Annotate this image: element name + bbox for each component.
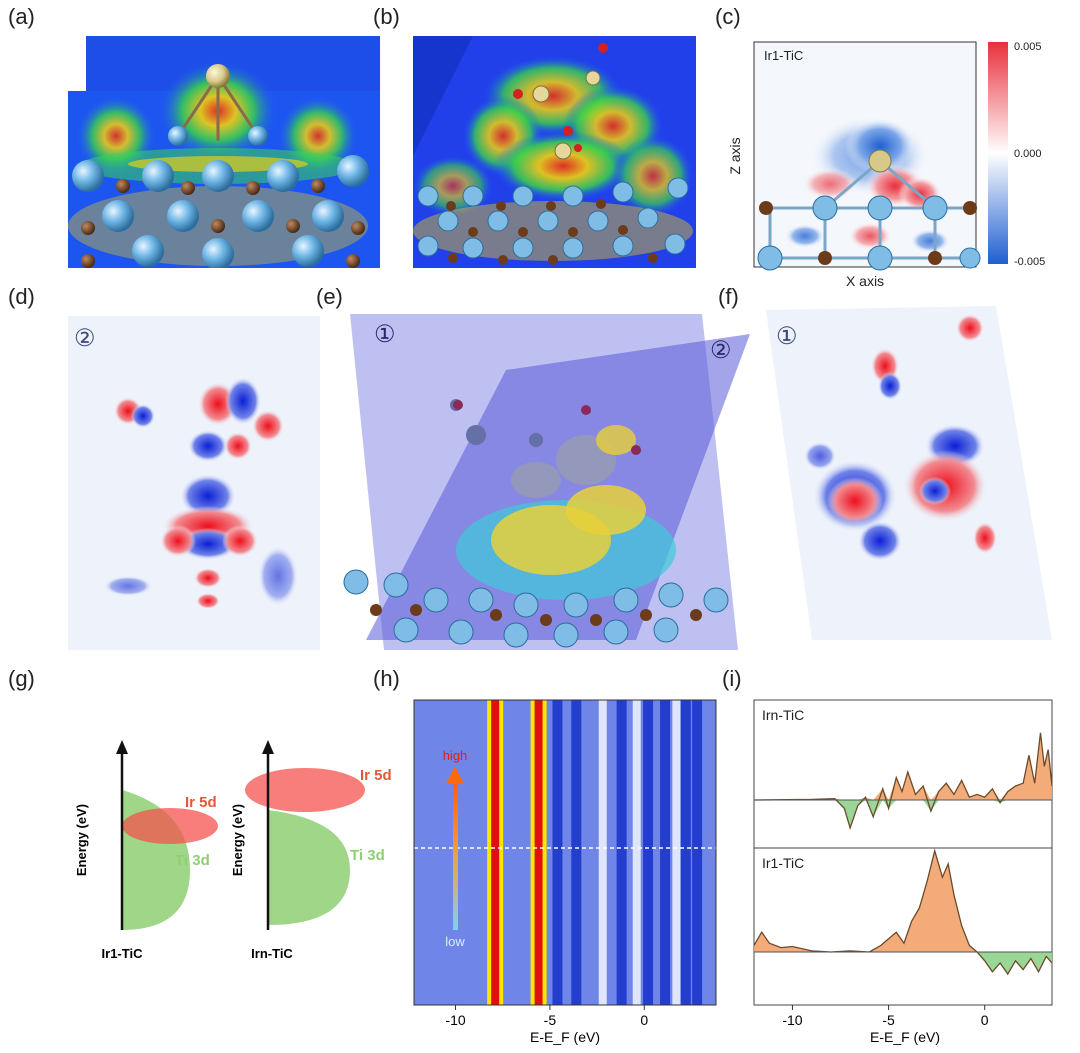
panel-h-dark-band [616, 700, 627, 1005]
panel-h-dark-band [643, 700, 654, 1005]
panel-i-bottom-frame [753, 847, 1053, 1006]
panel-g-right-ti-band [268, 810, 350, 925]
panel-h-light-band [598, 700, 607, 1005]
panel-h-arrow-head [446, 766, 464, 784]
panel-h-light-band [672, 700, 681, 1005]
panel-h-dark-band [660, 700, 671, 1005]
panel-h-xtick-label: -10 [445, 1012, 465, 1028]
panel-label-f: (f) [718, 284, 739, 309]
panel-label-a: (a) [8, 4, 35, 29]
panel-g-right-ir-label: Ir 5d [360, 767, 392, 784]
panel-i-top-frame [753, 699, 1053, 849]
panel-i-bottom-negative-area [754, 952, 1052, 974]
panel-e-marker-left: ① [374, 321, 396, 348]
panel-g-left-ti-label: Ti 3d [175, 852, 210, 869]
panel-g-right-ti-label: Ti 3d [350, 847, 385, 864]
panel-i-bottom-series-line [753, 848, 1053, 976]
panel-f-marker: ① [776, 323, 798, 350]
panel-d-marker: ② [74, 325, 96, 352]
panel-h-dark-band [571, 700, 582, 1005]
panel-g-right-name: Irn-TiC [251, 946, 293, 961]
panel-h-intensity-arrow [453, 780, 458, 930]
panel-g-left-ir-label: Ir 5d [185, 794, 217, 811]
panel-h-dark-band [680, 700, 691, 1005]
panel-a-image [68, 36, 380, 268]
panel-c: Ir1-TiC X axis Z axis 0.005 0.000 -0.005 [730, 36, 1070, 298]
panel-g-right-ir-band [245, 768, 365, 812]
panel-h-plot-area [414, 700, 716, 1005]
panel-h-legend-high: high [443, 748, 468, 763]
panel-i-xtick-label: -5 [882, 1012, 895, 1028]
panel-h-xlabel: E-E_F (eV) [530, 1029, 600, 1045]
panel-i-xlabel: E-E_F (eV) [870, 1029, 940, 1045]
panel-c-colorbar-tick-bottom: -0.005 [1014, 256, 1045, 268]
panel-label-d: (d) [8, 284, 35, 309]
panel-e: ① ② [336, 310, 750, 655]
panel-c-colorbar [988, 42, 1008, 264]
panel-g-left-ylabel: Energy (eV) [74, 804, 89, 876]
panel-h-legend-low: low [445, 934, 465, 949]
panel-label-g: (g) [8, 666, 35, 691]
panel-label-h: (h) [373, 666, 400, 691]
panel-g-left-name: Ir1-TiC [102, 946, 144, 961]
panel-h-bright-band-core [534, 700, 543, 1005]
panel-d: ② [68, 316, 320, 650]
panel-label-e: (e) [316, 284, 343, 309]
panel-h-dark-band [552, 700, 563, 1005]
panel-g-left-ir-band [122, 808, 218, 844]
panel-e-marker-right: ② [710, 337, 732, 364]
panel-i-top-series-line [753, 732, 1053, 831]
panel-c-inset-title: Ir1-TiC [764, 48, 803, 63]
panel-label-i: (i) [722, 666, 742, 691]
panel-g-right-ylabel: Energy (eV) [230, 804, 245, 876]
panel-i-xtick-label: -10 [782, 1012, 802, 1028]
panel-label-c: (c) [715, 4, 741, 29]
panel-c-colorbar-tick-mid: 0.000 [1014, 148, 1042, 160]
panel-i-bottom-series-name: Ir1-TiC [762, 855, 804, 871]
panel-h: high low -10 -5 0 E-E_F (eV) [400, 690, 730, 1050]
panel-c-ylabel: Z axis [730, 137, 743, 174]
panel-label-b: (b) [373, 4, 400, 29]
panel-i-xtick-label: 0 [981, 1012, 989, 1028]
panel-i: Irn-TiC Ir1-TiC -10 -5 0 E-E_F (eV) [740, 690, 1070, 1050]
panel-c-colorbar-tick-top: 0.005 [1014, 41, 1042, 53]
panel-c-xlabel: X axis [846, 273, 884, 289]
panel-h-dark-band [692, 700, 703, 1005]
panel-f: ① [760, 306, 1055, 642]
panel-h-xtick-label: -5 [544, 1012, 557, 1028]
panel-h-bright-band-core [491, 700, 500, 1005]
panel-i-top-series-name: Irn-TiC [762, 707, 804, 723]
panel-i-top-positive-area [754, 732, 1052, 800]
panel-h-light-band [632, 700, 641, 1005]
panel-g: Energy (eV) Ir 5d Ti 3d Ir1-TiC Energy (… [60, 700, 400, 1000]
panel-h-xtick-label: 0 [640, 1012, 648, 1028]
panel-b-image [413, 36, 696, 268]
